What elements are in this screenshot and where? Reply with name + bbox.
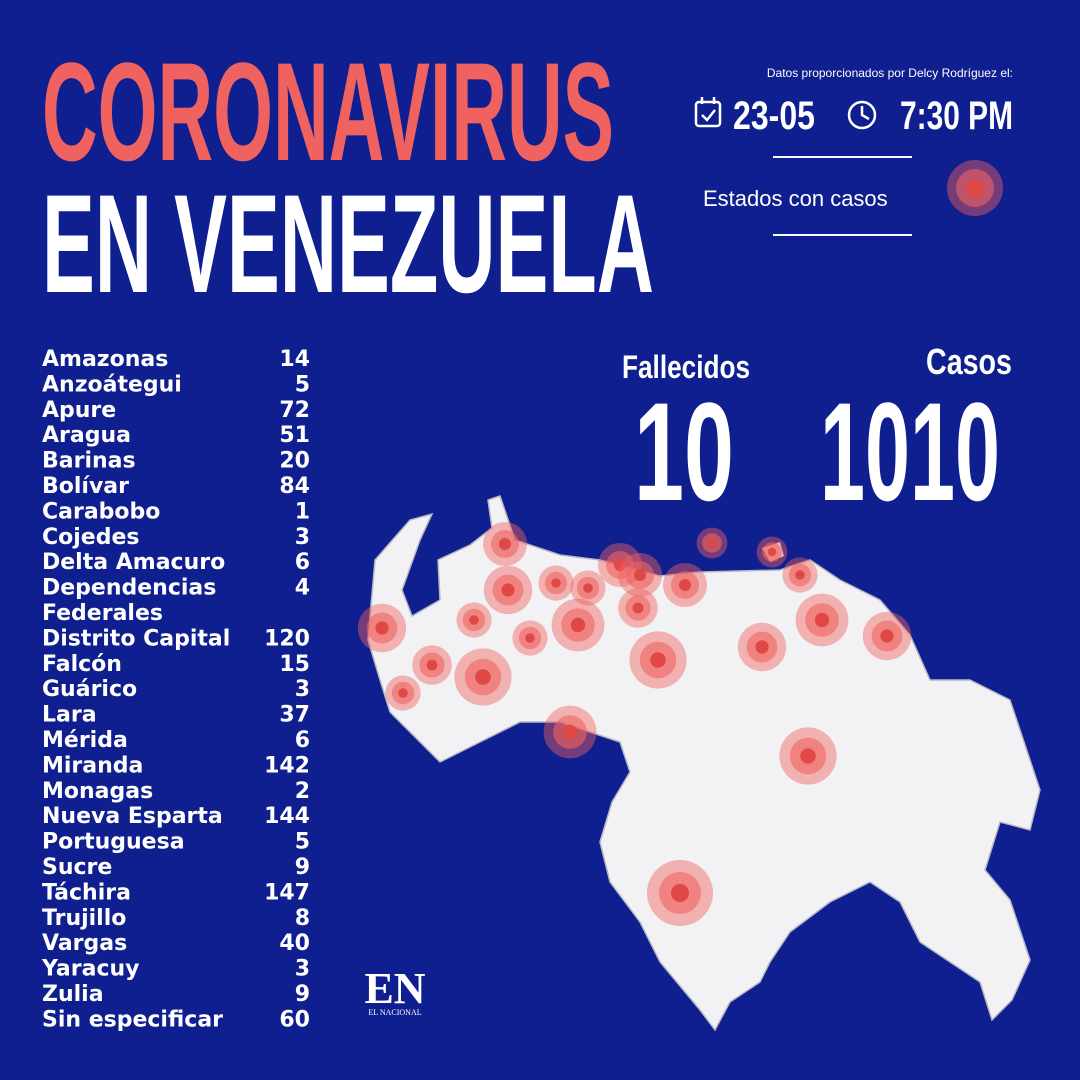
state-cases: 40 <box>279 931 310 956</box>
state-name: Sin especificar <box>42 1007 223 1032</box>
marker-core <box>880 629 894 643</box>
calendar-icon <box>694 97 722 128</box>
state-cases: 6 <box>295 550 310 575</box>
state-cases: 3 <box>295 525 310 550</box>
marker-core <box>634 569 646 581</box>
state-cases: 4 <box>295 576 310 601</box>
state-cases: 9 <box>295 982 310 1007</box>
logo-name: EL NACIONAL <box>368 1008 421 1017</box>
state-name: Delta Amacuro <box>42 550 225 575</box>
marker-core <box>398 688 408 698</box>
marker-core <box>570 617 586 633</box>
deaths-value: 10 <box>634 373 734 530</box>
state-name: Zulia <box>42 982 104 1007</box>
state-name: Nueva Esparta <box>42 804 223 829</box>
state-name: Apure <box>42 398 116 423</box>
marker-core <box>562 724 578 740</box>
marker-core <box>499 538 511 550</box>
marker-core <box>583 583 593 593</box>
state-cases: 37 <box>279 703 310 728</box>
state-cases: 8 <box>295 906 310 931</box>
state-cases: 3 <box>295 677 310 702</box>
marker-core <box>795 570 805 580</box>
marker-core <box>679 579 691 591</box>
marker-core <box>475 669 491 685</box>
state-name: Anzoátegui <box>42 372 182 397</box>
state-cases: 6 <box>295 728 310 753</box>
state-cases: 20 <box>279 449 310 474</box>
state-cases: 9 <box>295 855 310 880</box>
state-cases: 120 <box>264 626 310 651</box>
state-cases: 60 <box>279 1007 310 1032</box>
marker-core <box>525 633 535 643</box>
marker-core <box>469 615 479 625</box>
legend-marker <box>947 160 1003 216</box>
source: Datos proporcionados por Delcy Rodríguez… <box>767 66 1013 80</box>
marker-core <box>814 612 830 628</box>
state-cases: 142 <box>264 753 310 778</box>
title-line2: EN VENEZUELA <box>42 165 654 322</box>
state-name: Mérida <box>42 728 128 753</box>
state-cases: 144 <box>264 804 310 829</box>
case-markers <box>357 522 912 926</box>
title-line1: CORONAVIRUS <box>42 33 614 190</box>
marker-core <box>671 884 689 902</box>
marker-core <box>632 602 644 614</box>
state-name: Trujillo <box>42 906 126 931</box>
state-name: Carabobo <box>42 499 160 524</box>
state-name: Sucre <box>42 855 112 880</box>
state-name: Distrito Capital <box>42 626 230 651</box>
state-cases: 2 <box>295 779 310 804</box>
marker-core <box>426 659 438 671</box>
state-cases: 15 <box>279 652 310 677</box>
state-name: Bolívar <box>42 474 129 499</box>
marker-core <box>551 578 561 588</box>
state-cases: 147 <box>264 880 310 905</box>
state-name: Vargas <box>42 931 127 956</box>
logo-mark: EN <box>364 964 425 1013</box>
marker-core <box>755 640 769 654</box>
state-cases: 84 <box>279 474 310 499</box>
state-cases: 72 <box>279 398 310 423</box>
time: 7:30 PM <box>900 94 1013 138</box>
state-cases: 3 <box>295 957 310 982</box>
state-name: Portuguesa <box>42 830 185 855</box>
state-name: Aragua <box>42 423 131 448</box>
state-name: Cojedes <box>42 525 140 550</box>
state-name: Amazonas <box>42 347 168 372</box>
state-cases: 5 <box>295 372 310 397</box>
marker-core <box>707 538 717 548</box>
clock-icon <box>847 100 877 130</box>
marker-core <box>800 748 816 764</box>
marker-core <box>501 583 515 597</box>
cases-value: 1010 <box>820 373 1000 530</box>
state-name: Falcón <box>42 652 122 677</box>
state-name: Barinas <box>42 449 136 474</box>
deaths-label: Fallecidos <box>622 349 750 385</box>
marker-core <box>614 559 626 571</box>
state-name: Táchira <box>42 880 131 905</box>
state-cases: 14 <box>279 347 310 372</box>
marker-core <box>767 547 777 557</box>
state-name: Yaracuy <box>41 957 140 982</box>
cases-label: Casos <box>926 341 1012 382</box>
legend-label: Estados con casos <box>703 186 888 211</box>
state-name: Guárico <box>42 677 137 702</box>
date: 23-05 <box>733 94 815 138</box>
state-name: Monagas <box>42 779 153 804</box>
state-name: Lara <box>42 703 97 728</box>
state-cases: 51 <box>279 423 310 448</box>
state-cases: 5 <box>295 830 310 855</box>
marker-core <box>650 652 666 668</box>
state-name: Miranda <box>42 753 143 778</box>
state-name: Dependencias Federales <box>42 576 216 626</box>
state-cases: 1 <box>295 499 310 524</box>
marker-core <box>375 621 389 635</box>
